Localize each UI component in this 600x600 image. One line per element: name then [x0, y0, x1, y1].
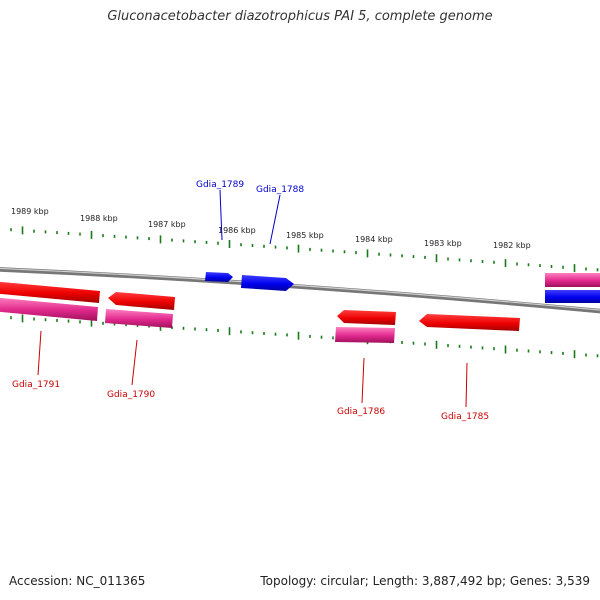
map-title: Gluconacetobacter diazotrophicus PAI 5, … [107, 9, 493, 24]
scale-label: 1985 kbp [286, 231, 324, 240]
scale-label: 1986 kbp [218, 226, 256, 235]
gene-label[interactable]: Gdia_1786 [337, 407, 385, 417]
scale-label: 1987 kbp [148, 220, 186, 229]
gene-label[interactable]: Gdia_1790 [107, 390, 155, 400]
gene-label[interactable]: Gdia_1789 [196, 180, 244, 190]
gene-gdia-1790-rna[interactable] [105, 309, 173, 328]
scale-label: 1984 kbp [355, 235, 393, 244]
scale-label: 1983 kbp [424, 239, 462, 248]
leader-line [37, 330, 42, 376]
genome-backbone-highlight [0, 267, 600, 311]
genome-backbone [0, 267, 600, 314]
gene-label[interactable]: Gdia_1788 [256, 185, 304, 195]
gene-label[interactable]: Gdia_1785 [441, 412, 489, 422]
gene-gdia-1791[interactable] [0, 281, 100, 303]
gene-gdia-1785[interactable] [419, 314, 520, 331]
scale-label: 1988 kbp [80, 214, 118, 223]
genome-summary-text: Topology: circular; Length: 3,887,492 bp… [260, 574, 590, 588]
leader-line [219, 189, 223, 241]
gene-gdia-1790[interactable] [108, 292, 175, 310]
scale-ticks-outer [10, 226, 599, 273]
gene-gdia-1786[interactable] [337, 310, 396, 325]
scale-label: 1989 kbp [11, 207, 49, 216]
gene-forward-right[interactable] [545, 290, 600, 303]
gene-gdia-1789[interactable] [205, 272, 233, 282]
leader-line [361, 357, 365, 404]
leader-line [131, 339, 138, 386]
gene-gdia-1791-rna[interactable] [0, 297, 98, 321]
gene-gdia-1788[interactable] [241, 275, 294, 291]
leader-line [465, 362, 468, 408]
scale-label: 1982 kbp [493, 241, 531, 250]
gene-label[interactable]: Gdia_1791 [12, 380, 60, 390]
accession-text: Accession: NC_011365 [9, 574, 146, 588]
gene-right-pink[interactable] [545, 273, 600, 287]
gene-gdia-1786-rna[interactable] [335, 327, 395, 343]
leader-line [269, 194, 281, 245]
